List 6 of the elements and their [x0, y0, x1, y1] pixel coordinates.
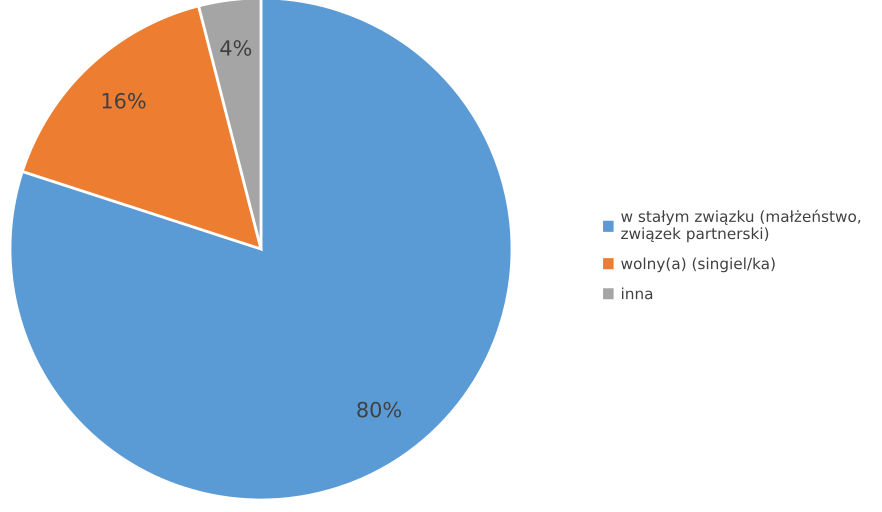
data-label: 4% — [220, 40, 252, 56]
legend-label: w stałym związku (małżeństwo, związek partnerski) — [621, 210, 860, 242]
legend-label: inna — [622, 288, 652, 300]
data-label: 16% — [102, 92, 146, 109]
legend-label: wolny(a) (singiel/ka) — [621, 257, 775, 272]
data-label: 80% — [357, 402, 402, 418]
